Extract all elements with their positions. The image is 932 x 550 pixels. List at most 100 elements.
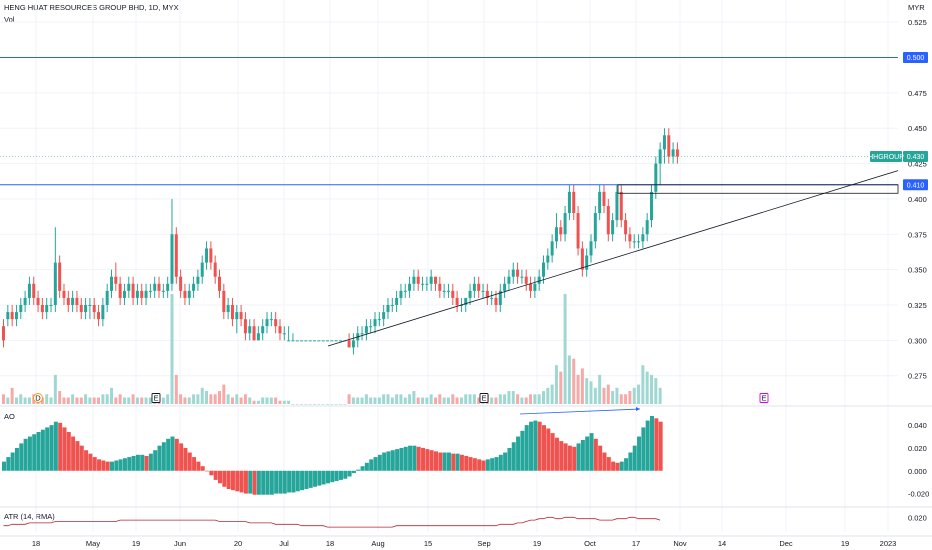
ao-bar — [6, 457, 11, 471]
volume-bar — [144, 397, 148, 404]
candle — [654, 163, 658, 192]
volume-bar — [598, 374, 602, 404]
candle — [213, 262, 217, 277]
volume-bar — [97, 397, 101, 404]
candle — [170, 234, 174, 284]
volume-bar — [446, 397, 450, 404]
volume-bar — [88, 397, 92, 404]
candle — [442, 290, 446, 292]
ao-bar — [235, 470, 240, 492]
candle — [373, 319, 377, 327]
volume-bar — [192, 394, 196, 404]
volume-bar — [287, 400, 291, 404]
ao-bar — [429, 450, 434, 471]
ao-bar — [66, 431, 71, 471]
candle — [563, 213, 567, 235]
volume-bar — [637, 384, 641, 404]
volume-bar — [127, 397, 131, 404]
volume-bar — [395, 394, 399, 404]
candle — [468, 290, 472, 298]
ao-bar — [455, 453, 460, 471]
x-tick-label: 15 — [424, 539, 432, 548]
volume-bar — [477, 397, 481, 404]
ao-bar — [619, 461, 624, 471]
volume-bar — [524, 397, 528, 404]
volume-bar — [468, 394, 472, 404]
candle — [261, 326, 265, 334]
candle — [386, 305, 390, 313]
ao-bar — [537, 421, 542, 471]
price-tick-label: 0.525 — [908, 18, 927, 27]
ao-bar — [529, 421, 534, 471]
ao-bar — [140, 454, 145, 471]
ao-bar — [45, 427, 50, 471]
ao-bar — [153, 450, 158, 471]
svg-text:E: E — [481, 394, 486, 403]
candle — [157, 283, 161, 291]
volume-bar — [472, 394, 476, 404]
candle — [671, 149, 675, 157]
x-tick-label: 19 — [841, 539, 849, 548]
x-tick-label: Jun — [174, 539, 186, 548]
ao-bar — [451, 453, 456, 471]
candle — [49, 305, 53, 306]
volume-bar — [421, 397, 425, 404]
volume-bar — [438, 394, 442, 404]
volume-bar — [516, 394, 520, 404]
ao-bar — [239, 470, 244, 493]
candle — [45, 305, 49, 313]
currency-label: MYR — [908, 3, 925, 12]
candle — [131, 283, 135, 298]
ao-bar — [459, 454, 464, 471]
ao-bar — [304, 470, 309, 490]
candle — [580, 248, 584, 270]
ao-bar — [265, 470, 270, 495]
volume-bar — [187, 397, 191, 404]
ao-bar — [524, 425, 529, 471]
ao-bar — [114, 460, 119, 471]
ao-bar — [386, 451, 391, 471]
svg-text:E: E — [153, 394, 158, 403]
candle — [174, 234, 178, 277]
atr-line — [3, 516, 661, 528]
ao-bar — [252, 470, 257, 495]
ao-bar — [438, 452, 443, 471]
ao-bar — [408, 445, 413, 471]
ao-bar — [144, 455, 149, 471]
candle — [122, 290, 126, 298]
candle — [429, 276, 433, 284]
candle — [196, 276, 200, 284]
x-tick-label: 18 — [32, 539, 40, 548]
ao-bar — [498, 454, 503, 471]
volume-bar — [174, 374, 178, 404]
candle — [135, 290, 139, 298]
candle — [166, 283, 170, 291]
candle — [200, 262, 204, 277]
candle — [226, 305, 230, 313]
candle — [97, 312, 101, 320]
ao-bar — [533, 420, 538, 471]
candle — [40, 305, 44, 313]
candle — [576, 213, 580, 249]
volume-bar — [390, 397, 394, 404]
candle — [477, 283, 481, 291]
candle — [79, 305, 83, 313]
volume-bar — [265, 397, 269, 404]
volume-bar — [213, 394, 217, 404]
ao-bar — [347, 470, 352, 477]
ao-bar — [464, 455, 469, 471]
ao-label: AO — [4, 412, 15, 421]
ao-bar — [282, 470, 287, 494]
volume-bar — [542, 391, 545, 404]
candle — [481, 290, 485, 292]
volume-bar — [373, 397, 377, 404]
ao-bar — [468, 457, 473, 471]
ao-bar — [321, 470, 326, 485]
ao-bar — [218, 470, 222, 484]
ao-bar — [576, 443, 581, 471]
ao-bar — [23, 438, 28, 471]
candle — [593, 213, 597, 242]
candle — [317, 340, 321, 342]
candle — [36, 297, 40, 305]
